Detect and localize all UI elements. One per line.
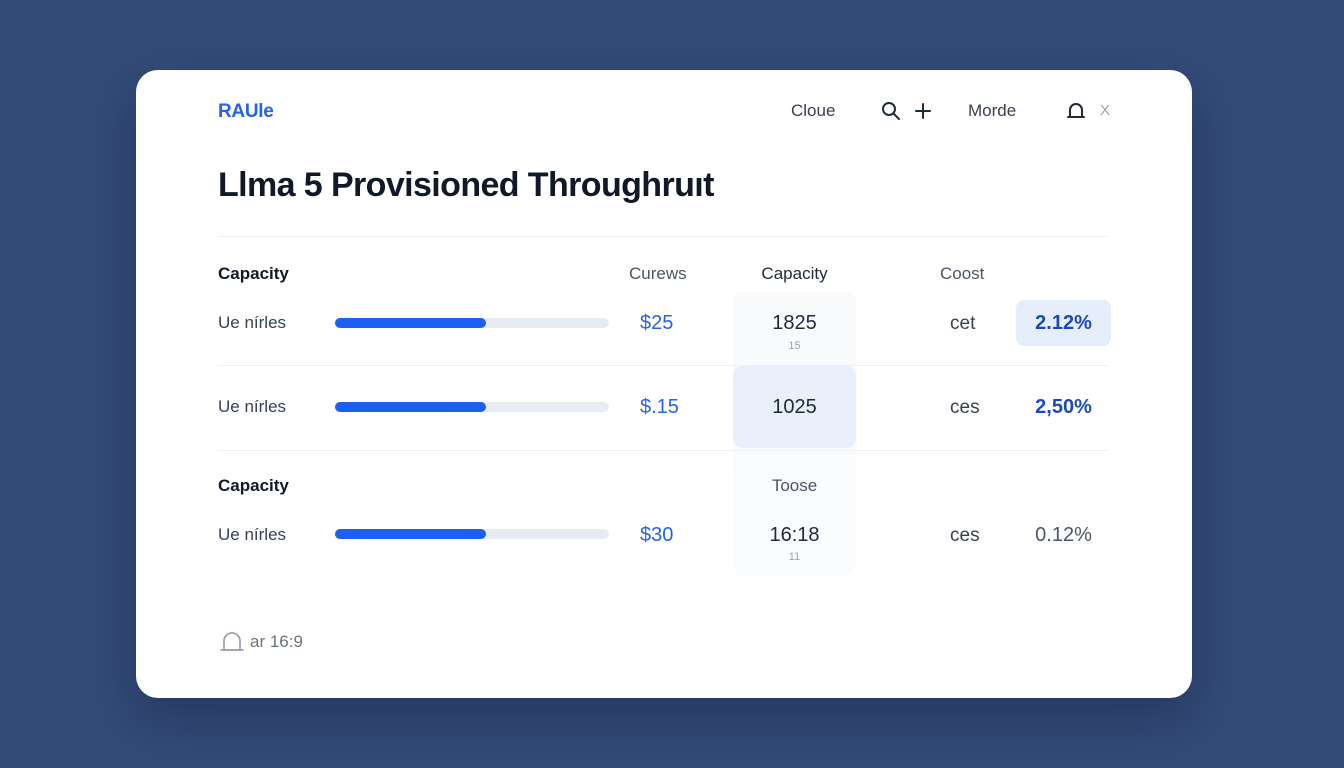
price-value: $30: [640, 524, 674, 546]
column-header-toose[interactable]: Toose: [771, 476, 818, 495]
percent-badge[interactable]: 2.12%: [1016, 300, 1111, 346]
plus-icon[interactable]: [911, 99, 935, 123]
percent-value[interactable]: 2,50%: [1035, 396, 1092, 418]
row-divider: [218, 450, 1108, 451]
column-header-cost[interactable]: Coost: [940, 264, 985, 283]
nav-item-morde[interactable]: Morde: [968, 101, 1017, 120]
brand-logo[interactable]: RAUle: [218, 101, 274, 122]
capacity-value: 1025: [772, 396, 817, 418]
throughput-card: RAUle Cloue Morde X Llma 5 Provisioned T…: [136, 70, 1192, 698]
page-title: Llma 5 Provisioned Throughruıt: [218, 166, 714, 204]
section-heading-capacity: Capacity: [218, 476, 289, 495]
usage-bar: [335, 529, 609, 539]
column-header-curews[interactable]: Curews: [629, 264, 687, 283]
bell-icon[interactable]: [1064, 99, 1088, 123]
percent-value[interactable]: 0.12%: [1035, 524, 1092, 546]
usage-bar-fill: [335, 529, 486, 539]
cost-label: ces: [950, 397, 980, 418]
column-header-capacity: Capacity: [218, 264, 289, 283]
row-label: Ue nírles: [218, 313, 287, 332]
usage-bar-fill: [335, 318, 486, 328]
column-header-capacity-2[interactable]: Capacity: [761, 264, 828, 283]
price-value: $.15: [640, 396, 679, 418]
usage-bar-fill: [335, 402, 486, 412]
close-icon[interactable]: X: [1100, 102, 1111, 119]
capacity-cell-highlight: [733, 366, 856, 448]
capacity-subvalue: 11: [788, 551, 801, 563]
usage-bar: [335, 402, 609, 412]
cost-label: ces: [950, 525, 980, 546]
row-label: Ue nírles: [218, 525, 287, 544]
row-label: Ue nírles: [218, 397, 287, 416]
capacity-value: 16:18: [769, 524, 820, 546]
cost-label: cet: [950, 313, 976, 334]
title-divider: [218, 236, 1108, 237]
usage-bar: [335, 318, 609, 328]
price-value: $25: [640, 312, 674, 334]
bell-icon: [218, 628, 246, 656]
nav-item-cloue[interactable]: Cloue: [791, 101, 836, 120]
search-icon[interactable]: [879, 99, 903, 123]
row-divider: [218, 365, 1108, 366]
capacity-subvalue: 15: [788, 340, 801, 352]
capacity-value: 1825: [772, 312, 817, 334]
footer-aspect-label: ar 16:9: [250, 632, 303, 651]
